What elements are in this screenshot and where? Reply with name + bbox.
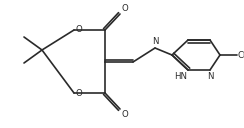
Text: N: N <box>207 72 213 81</box>
Text: O: O <box>76 88 83 98</box>
Text: O: O <box>121 4 128 13</box>
Text: HN: HN <box>174 72 187 81</box>
Text: O: O <box>121 110 128 119</box>
Text: Cl: Cl <box>238 51 244 60</box>
Text: O: O <box>76 25 83 35</box>
Text: N: N <box>152 37 158 46</box>
